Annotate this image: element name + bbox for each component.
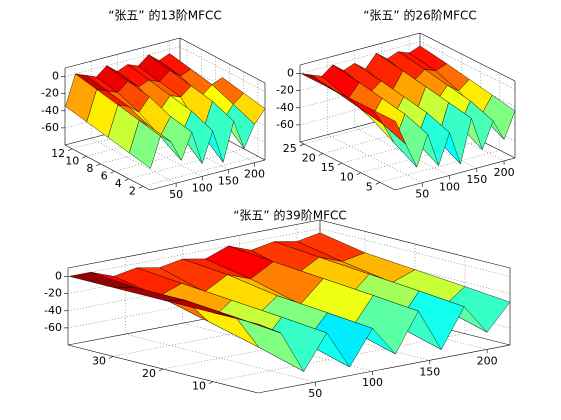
z-tick-label: 0 bbox=[55, 270, 62, 283]
x-tick-label: 50 bbox=[308, 387, 322, 400]
x-tick-label: 100 bbox=[439, 180, 460, 193]
tick-mark bbox=[67, 148, 73, 152]
grid-line bbox=[179, 46, 266, 92]
x-tick-label: 150 bbox=[218, 175, 239, 188]
tick-mark bbox=[375, 182, 380, 185]
z-tick-label: -40 bbox=[44, 304, 62, 317]
x-tick-label: 50 bbox=[415, 188, 429, 201]
y-tick-label: 25 bbox=[283, 142, 297, 155]
z-tick-label: 0 bbox=[287, 67, 294, 80]
grid-line bbox=[67, 228, 321, 277]
z-tick-label: -60 bbox=[41, 121, 59, 134]
tick-mark bbox=[82, 155, 87, 159]
z-tick-label: -20 bbox=[276, 84, 294, 97]
y-tick-label: 2 bbox=[129, 184, 136, 197]
y-tick-label: 15 bbox=[321, 161, 335, 174]
x-tick-label: 200 bbox=[477, 354, 498, 367]
box-edge bbox=[67, 219, 321, 269]
x-tick-label: 100 bbox=[192, 181, 213, 194]
box-edge bbox=[64, 144, 151, 191]
y-tick-label: 12 bbox=[51, 147, 65, 160]
chart-title: “张五” 的13阶MFCC bbox=[108, 8, 222, 23]
tick-mark bbox=[208, 381, 214, 384]
x-tick-label: 200 bbox=[494, 166, 515, 179]
x-tick-label: 200 bbox=[244, 168, 265, 181]
box-edge bbox=[257, 344, 511, 394]
z-tick-label: -40 bbox=[41, 104, 59, 117]
y-tick-label: 4 bbox=[115, 177, 122, 190]
z-tick-label: 0 bbox=[52, 70, 59, 83]
y-tick-label: 5 bbox=[366, 180, 373, 193]
grid-line bbox=[142, 155, 258, 187]
y-tick-label: 8 bbox=[86, 162, 93, 175]
tick-mark bbox=[124, 178, 129, 182]
tick-mark bbox=[158, 368, 164, 372]
chart-title: “张五” 的26阶MFCC bbox=[363, 8, 477, 23]
y-tick-label: 10 bbox=[340, 171, 354, 184]
x-tick-label: 100 bbox=[362, 376, 383, 389]
chart-title: “张五” 的39阶MFCC bbox=[233, 208, 347, 223]
surface-patch bbox=[214, 312, 281, 334]
tick-mark bbox=[299, 143, 304, 147]
tick-mark bbox=[337, 162, 342, 166]
grid-line bbox=[114, 140, 230, 172]
box-edge bbox=[149, 159, 266, 191]
surface-patch bbox=[372, 109, 407, 145]
surface-patch bbox=[129, 120, 161, 169]
box-edge bbox=[319, 219, 511, 269]
box-edge bbox=[179, 37, 266, 84]
y-tick-label: 10 bbox=[65, 154, 79, 167]
box-edge bbox=[419, 32, 516, 82]
box-edge bbox=[299, 32, 421, 66]
z-tick-label: -60 bbox=[44, 321, 62, 334]
tick-mark bbox=[138, 185, 144, 189]
grid-line bbox=[212, 333, 466, 382]
box-edge bbox=[64, 37, 181, 69]
tick-mark bbox=[108, 356, 114, 359]
box-edge bbox=[299, 141, 396, 191]
box-edge bbox=[394, 157, 516, 191]
z-tick-label: -20 bbox=[44, 287, 62, 300]
y-tick-label: 20 bbox=[302, 152, 316, 165]
y-tick-label: 20 bbox=[142, 367, 156, 380]
z-tick-label: -40 bbox=[276, 101, 294, 114]
tick-mark bbox=[356, 172, 361, 175]
z-tick-label: -60 bbox=[276, 118, 294, 131]
y-tick-label: 30 bbox=[92, 354, 106, 367]
tick-mark bbox=[96, 163, 101, 167]
y-tick-label: 10 bbox=[192, 380, 206, 393]
x-tick-label: 150 bbox=[466, 173, 487, 186]
y-tick-label: 6 bbox=[101, 169, 108, 182]
grid-line bbox=[117, 131, 203, 177]
x-tick-label: 50 bbox=[169, 188, 183, 201]
z-tick-label: -20 bbox=[41, 87, 59, 100]
tick-mark bbox=[318, 153, 323, 156]
grid-line bbox=[90, 137, 177, 184]
tick-mark bbox=[110, 170, 115, 174]
x-tick-label: 150 bbox=[419, 365, 440, 378]
grid-line bbox=[64, 46, 181, 77]
